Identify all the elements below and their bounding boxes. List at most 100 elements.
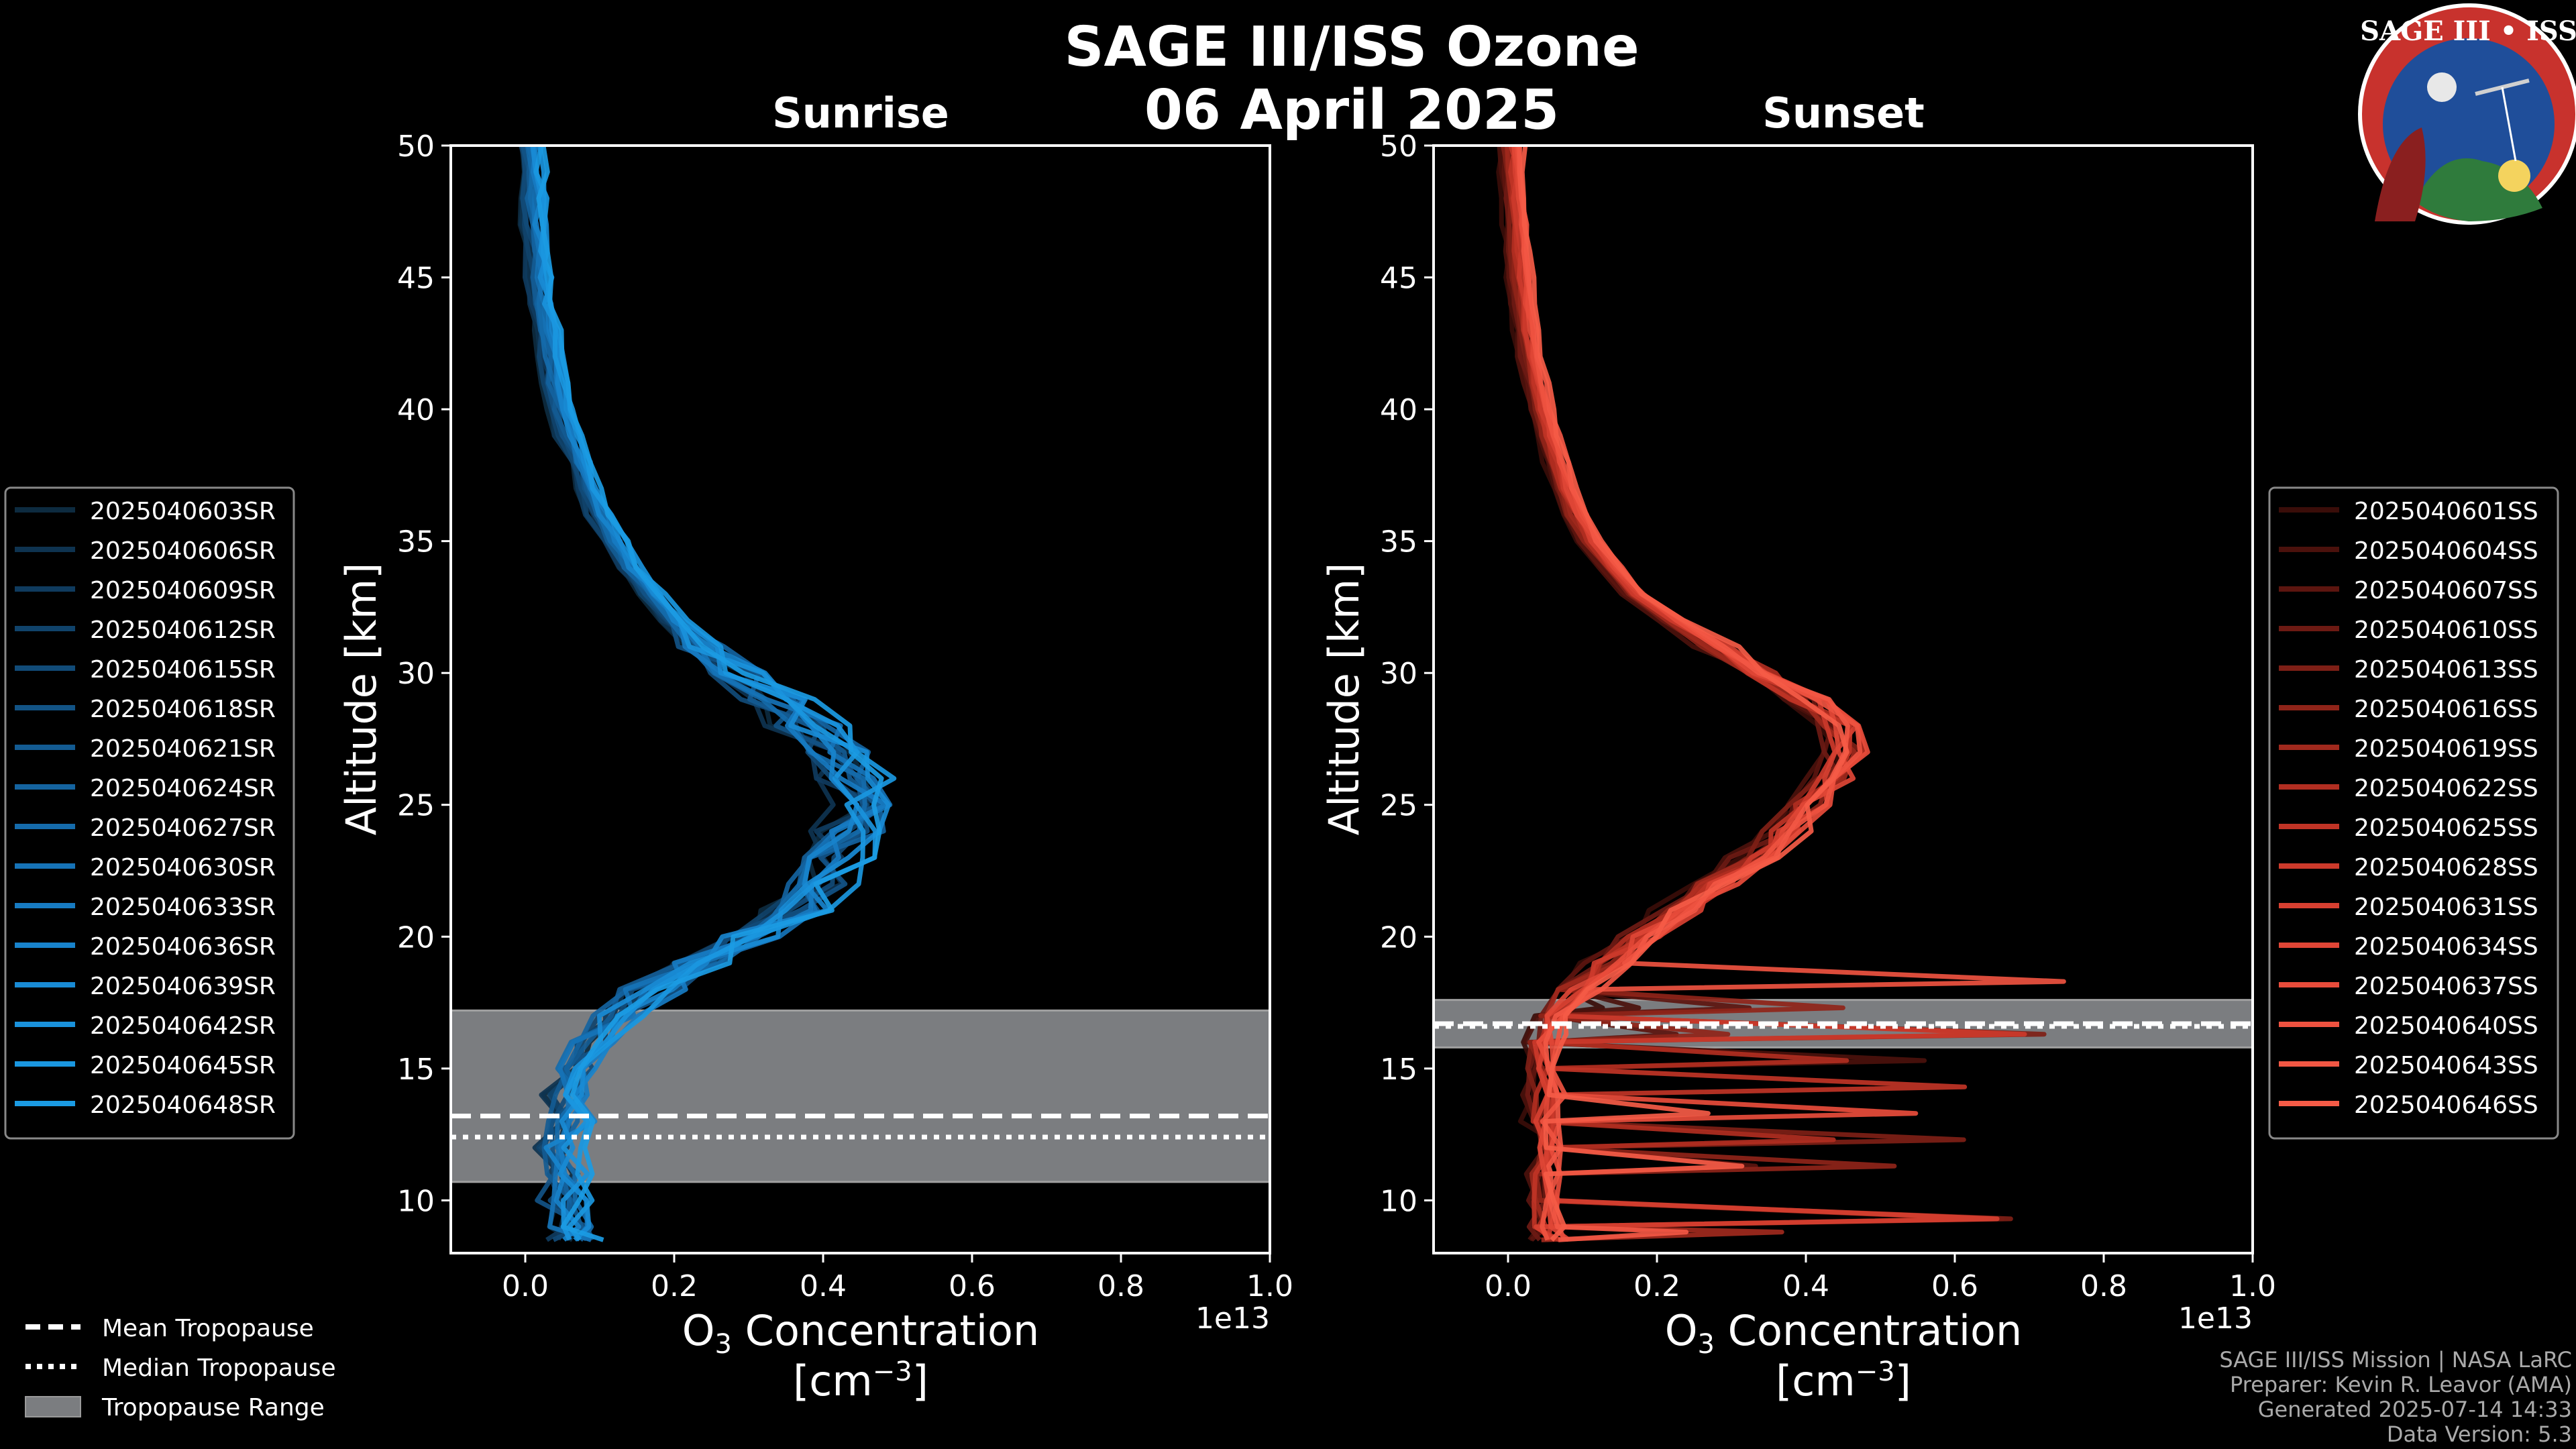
sunset-legend-label-10: 2025040631SS (2354, 894, 2538, 921)
median-tropopause-legend-label: Median Tropopause (102, 1354, 336, 1382)
logo-title: SAGE III • ISS (2360, 15, 2576, 47)
date-title: 06 April 2025 (1144, 78, 1559, 142)
sunset-legend-label-1: 2025040604SS (2354, 537, 2538, 565)
sunrise-x-tick-label-2: 0.4 (800, 1269, 847, 1303)
sunrise-axis-labels: Altitude [km] O3 Concentration [cm−3] 1e… (337, 563, 1270, 1405)
sunset-units-sup: −3 (1856, 1356, 1895, 1387)
sunrise-y-tick-label-0: 10 (397, 1184, 435, 1218)
sunset-x-axis-units: [cm−3] (1776, 1356, 1911, 1405)
sunset-legend-label-14: 2025040643SS (2354, 1052, 2538, 1079)
sunrise-legend-label-2: 2025040609SR (90, 577, 276, 604)
sunrise-x-label-sub: 3 (715, 1329, 732, 1360)
sunset-y-tick-label-8: 50 (1380, 129, 1417, 164)
sunset-legend-label-7: 2025040622SS (2354, 775, 2538, 802)
sunset-offset-label: 1e13 (2178, 1301, 2253, 1336)
sunrise-x-tick-label-4: 0.8 (1097, 1269, 1144, 1303)
sunrise-x-axis-label: O3 Concentration (682, 1306, 1040, 1360)
sunrise-y-tick-label-2: 20 (397, 920, 435, 955)
sunset-legend-label-12: 2025040637SS (2354, 973, 2538, 1000)
sunrise-y-tick-label-1: 15 (397, 1053, 435, 1087)
sunset-y-tick-label-5: 35 (1380, 525, 1417, 559)
sunset-y-tick-label-4: 30 (1380, 657, 1417, 691)
sunrise-legend-label-0: 2025040603SR (90, 498, 276, 525)
sunset-y-tick-label-0: 10 (1380, 1184, 1417, 1218)
sunrise-legend: 2025040603SR 2025040606SR 2025040609SR 2025… (4, 486, 295, 1140)
sunrise-units-open: [cm (793, 1356, 873, 1405)
sunset-units-open: [cm (1776, 1356, 1856, 1405)
sunrise-legend-label-3: 2025040612SR (90, 616, 276, 644)
sunset-x-tick-label-4: 0.8 (2080, 1269, 2127, 1303)
sunrise-x-axis-units: [cm−3] (793, 1356, 928, 1405)
sunset-y-tick-label-3: 25 (1380, 789, 1417, 823)
sunrise-x-tick-label-1: 0.2 (651, 1269, 698, 1303)
sunset-legend-label-9: 2025040628SS (2354, 854, 2538, 881)
sunset-x-label-rest: Concentration (1715, 1306, 2022, 1355)
sunrise-plot-area (451, 146, 1270, 1242)
sunrise-x-label-rest: Concentration (732, 1306, 1039, 1355)
sunrise-legend-label-13: 2025040642SR (90, 1012, 276, 1040)
sunrise-legend-label-1: 2025040606SR (90, 537, 276, 565)
sunset-legend-label-13: 2025040640SS (2354, 1012, 2538, 1040)
logo-beam (2501, 87, 2517, 162)
credit-mission: SAGE III/ISS Mission | NASA LaRC (2219, 1347, 2572, 1373)
sunset-legend-label-2: 2025040607SS (2354, 577, 2538, 604)
credit-data-version: Data Version: 5.3 (2387, 1421, 2572, 1447)
sunset-legend-label-3: 2025040610SS (2354, 616, 2538, 644)
credits: SAGE III/ISS Mission | NASA LaRC Prepare… (2219, 1347, 2572, 1447)
sunset-panel: 0.0 0.2 0.4 0.6 0.8 1.0 10 15 20 25 30 35 40 45 50 (1380, 129, 2276, 1303)
sunrise-legend-label-9: 2025040630SR (90, 854, 276, 881)
sage-iii-iss-mission-logo: SAGE III • ISS (2358, 3, 2576, 225)
sunset-x-tick-label-5: 1.0 (2229, 1269, 2276, 1303)
sunrise-axes-frame (449, 144, 1271, 1254)
sunrise-legend-label-8: 2025040627SR (90, 814, 276, 842)
sunset-legend-label-5: 2025040616SS (2354, 696, 2538, 723)
sunset-x-tick-label-1: 0.2 (1633, 1269, 1680, 1303)
sunrise-x-label-o: O (682, 1306, 715, 1355)
sunset-axes-frame (1432, 144, 2254, 1254)
sunrise-legend-label-7: 2025040624SR (90, 775, 276, 802)
sunset-panel-title: Sunset (1762, 89, 1925, 138)
sunrise-legend-label-6: 2025040621SR (90, 735, 276, 763)
sunset-x-tick-label-3: 0.6 (1931, 1269, 1978, 1303)
sunrise-offset-label: 1e13 (1195, 1301, 1270, 1336)
sunset-y-axis-label: Altitude [km] (1320, 563, 1368, 836)
sunset-legend-label-8: 2025040625SS (2354, 814, 2538, 842)
sunrise-y-tick-label-8: 50 (397, 129, 435, 164)
sunset-legend-label-15: 2025040646SS (2354, 1091, 2538, 1119)
sunrise-legend-label-15: 2025040648SR (90, 1091, 276, 1119)
sunrise-legend-label-4: 2025040615SR (90, 656, 276, 684)
sunset-x-axis-label: O3 Concentration (1665, 1306, 2023, 1360)
sunrise-legend-frame (4, 486, 295, 1140)
sunrise-units-sup: −3 (873, 1356, 912, 1387)
sunrise-y-tick-label-4: 30 (397, 657, 435, 691)
sunset-x-tick-label-0: 0.0 (1485, 1269, 1532, 1303)
sunset-profile-2025040646SS (1519, 146, 1849, 1242)
sunset-legend-label-11: 2025040634SS (2354, 933, 2538, 961)
sunset-legend-label-6: 2025040619SS (2354, 735, 2538, 763)
sunset-x-label-sub: 3 (1698, 1329, 1715, 1360)
sunset-y-tick-label-2: 20 (1380, 920, 1417, 955)
sunrise-y-tick-label-6: 40 (397, 393, 435, 427)
sunset-legend-label-4: 2025040613SS (2354, 656, 2538, 684)
logo-wizard-figure (2375, 127, 2426, 221)
sunrise-y-tick-label-5: 35 (397, 525, 435, 559)
sunset-legend-frame (2268, 486, 2559, 1140)
sunrise-legend-label-14: 2025040645SR (90, 1052, 276, 1079)
sunrise-profile-2025040648SR (536, 146, 884, 1242)
sunrise-legend-label-10: 2025040633SR (90, 894, 276, 921)
sunrise-panel: 0.0 0.2 0.4 0.6 0.8 1.0 10 15 20 25 30 35 40 45 50 (397, 129, 1293, 1303)
logo-sun (2498, 160, 2530, 192)
main-title: SAGE III/ISS Ozone (1064, 15, 1639, 79)
sunset-y-tick-label-7: 45 (1380, 262, 1417, 296)
sunrise-y-tick-label-7: 45 (397, 262, 435, 296)
sunset-units-close: ] (1895, 1356, 1911, 1405)
credit-generated: Generated 2025-07-14 14:33 (2258, 1397, 2572, 1422)
sunset-x-tick-label-2: 0.4 (1782, 1269, 1829, 1303)
sunrise-panel-title: Sunrise (772, 89, 949, 138)
tropopause-range-legend-label: Tropopause Range (101, 1394, 325, 1421)
sunset-legend-label-0: 2025040601SS (2354, 498, 2538, 525)
sunset-axis-labels: Altitude [km] O3 Concentration [cm−3] 1e… (1320, 563, 2253, 1405)
sunrise-legend-label-11: 2025040636SR (90, 933, 276, 961)
sunrise-y-tick-label-3: 25 (397, 789, 435, 823)
mean-tropopause-legend-label: Mean Tropopause (102, 1315, 314, 1342)
